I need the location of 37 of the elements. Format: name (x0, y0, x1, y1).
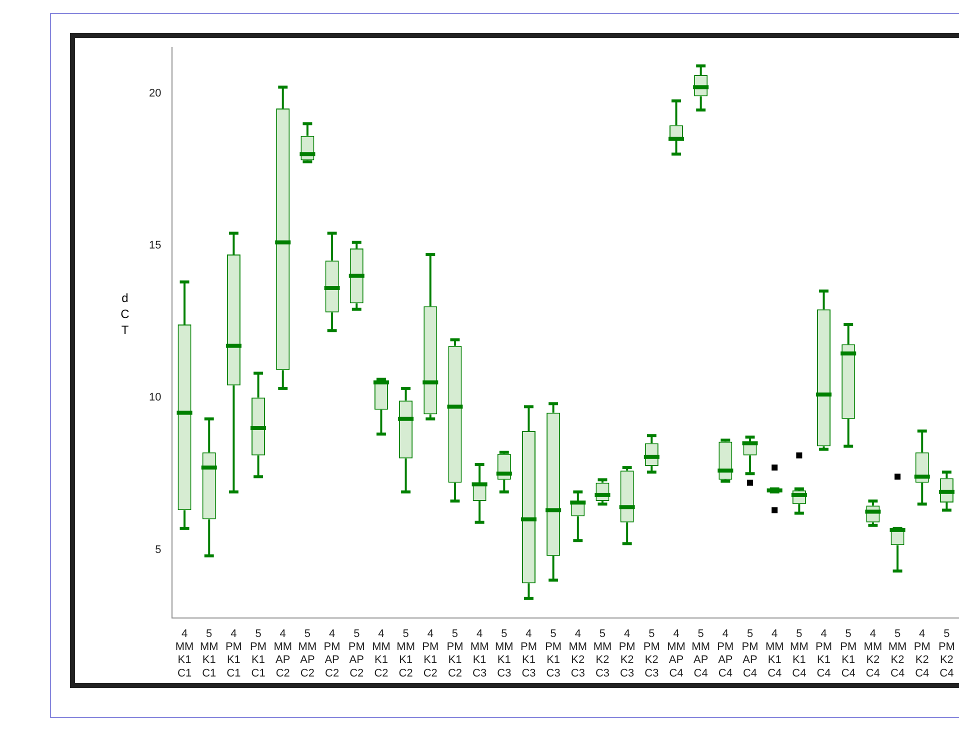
x-tick-label: 4 MM K1 C3 (470, 628, 489, 680)
x-tick-label: 4 MM AP C2 (274, 628, 292, 680)
x-tick-label: 4 MM K1 C2 (372, 628, 390, 680)
x-tick-label: 4 PM K2 C3 (618, 628, 636, 680)
x-tick-label: 5 PM K1 C3 (545, 628, 562, 680)
y-tick-label: 20 (148, 87, 162, 100)
y-tick-label: 5 (155, 544, 162, 556)
y-tick-label: 15 (148, 239, 162, 252)
y-axis-title: dCT (120, 290, 130, 338)
y-tick-label: 10 (148, 392, 162, 404)
x-tick-label: 5 MM AP C4 (692, 628, 710, 680)
x-tick-label: 5 MM K1 C2 (396, 628, 415, 680)
x-tick-label: 5 PM AP C4 (742, 628, 758, 680)
x-tick-label: 5 MM K1 C1 (200, 628, 218, 680)
x-tick-label: 5 PM K2 C4 (938, 628, 955, 680)
x-tick-label: 5 PM K1 C2 (446, 628, 464, 680)
x-tick-label: 5 PM K1 C4 (840, 628, 857, 680)
x-tick-label: 4 PM K1 C4 (816, 628, 832, 680)
x-tick-label: 4 MM K1 C1 (175, 628, 194, 680)
x-tick-label: 5 PM AP C2 (348, 628, 365, 680)
x-tick-label: 4 PM K1 C2 (422, 628, 439, 680)
x-tick-label: 5 MM K1 C4 (790, 628, 808, 680)
x-tick-label: 4 PM AP C2 (324, 628, 340, 680)
x-tick-label: 5 MM K2 C4 (888, 628, 907, 680)
x-tick-label: 5 PM K2 C3 (643, 628, 660, 680)
x-tick-label: 4 MM K1 C4 (765, 628, 784, 680)
x-tick-label: 4 PM K1 C1 (225, 628, 242, 680)
x-tick-label: 4 PM AP C4 (717, 628, 734, 680)
x-tick-label: 5 MM K2 C3 (593, 628, 612, 680)
x-tick-label: 5 PM K1 C1 (250, 628, 267, 680)
x-tick-label: 5 MM AP C2 (298, 628, 317, 680)
x-tick-label: 4 PM K1 C3 (520, 628, 537, 680)
x-tick-label: 4 MM K2 C3 (568, 628, 588, 680)
x-tick-label: 4 MM K2 C4 (864, 628, 882, 680)
x-tick-label: 4 MM AP C4 (667, 628, 686, 680)
x-tick-label: 4 PM K2 C4 (914, 628, 930, 680)
x-tick-label: 5 MM K1 C3 (494, 628, 514, 680)
